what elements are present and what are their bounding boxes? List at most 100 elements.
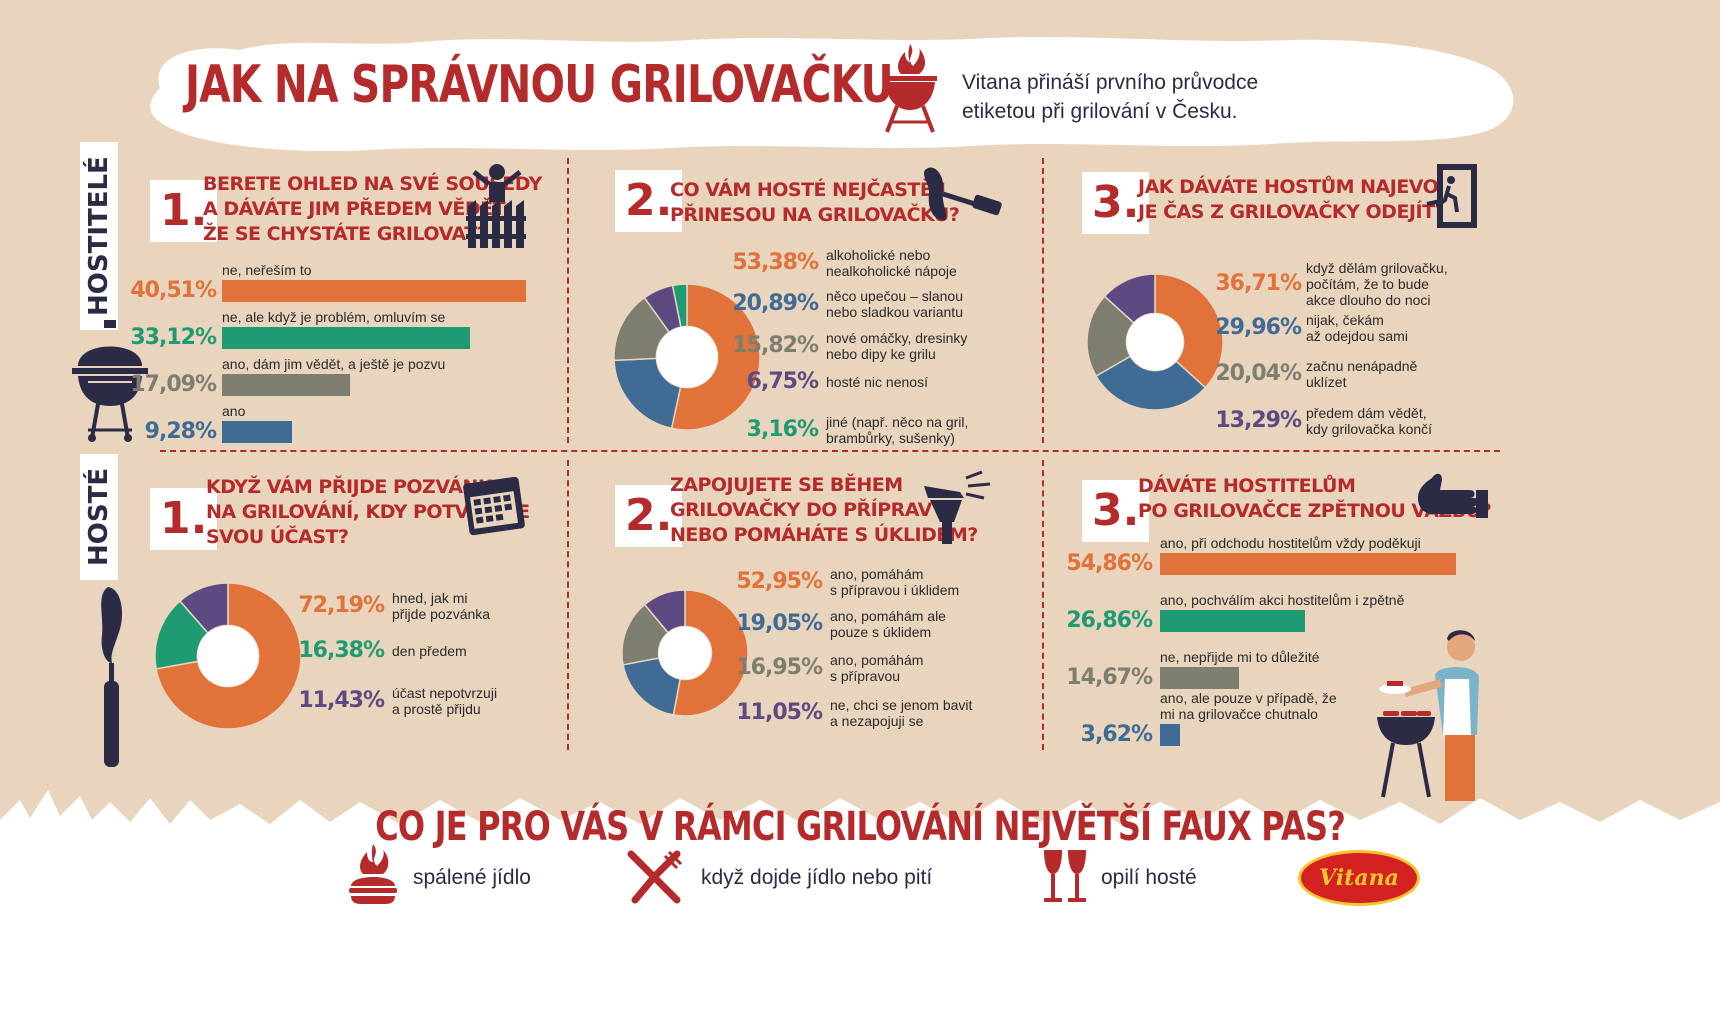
pie-category-line: ne, chci se jenom bavit bbox=[830, 697, 973, 713]
bar bbox=[1160, 667, 1240, 689]
bar-value-label: 40,51% bbox=[130, 278, 217, 303]
pie-category-line: ano, pomáhám ale bbox=[830, 608, 946, 624]
pie-category-line: hosté nic nenosí bbox=[826, 374, 928, 390]
bar-value-label: 9,28% bbox=[144, 419, 217, 444]
vitana-logo: Vitana bbox=[1298, 850, 1420, 906]
donut-hole bbox=[656, 326, 718, 388]
pie-category-line: nebo sladkou variantu bbox=[826, 304, 963, 320]
pie-category-line: den předem bbox=[392, 643, 467, 659]
pie-category-label: den předem bbox=[392, 643, 467, 659]
bar-category-line: ano, pochválím akci hostitelům i zpětně bbox=[1160, 592, 1405, 608]
bar bbox=[222, 421, 292, 443]
chart-h2 bbox=[613, 283, 761, 431]
pie-category-label: účast nepotvrzuji a prostě přijdu bbox=[392, 685, 497, 717]
pie-value-label: 3,16% bbox=[746, 417, 819, 442]
man-grilling-icon bbox=[1377, 630, 1479, 801]
pie-category-line: až odejdou sami bbox=[1306, 328, 1408, 344]
pie-category-line: nebo dipy ke grilu bbox=[826, 346, 936, 362]
pie-category-line: nijak, čekám bbox=[1306, 312, 1384, 328]
pie-category-label: alkoholické nebo nealkoholické nápoje bbox=[826, 247, 957, 279]
pie-category-line: počítám, že to bude bbox=[1306, 276, 1429, 292]
chart-g2 bbox=[621, 589, 749, 717]
pie-category-label: ano, pomáhám ale pouze s úklidem bbox=[830, 608, 946, 640]
question-text: CO VÁM HOSTÉ NEJČASTĚJI PŘINESOU NA GRIL… bbox=[670, 179, 960, 226]
pie-value-label: 15,82% bbox=[732, 333, 819, 358]
bar-category-label: ne, nepřijde mi to důležité bbox=[1160, 649, 1320, 665]
pie-category-line: ano, pomáhám bbox=[830, 566, 924, 582]
pie-category-label: něco upečou – slanou nebo sladkou variant… bbox=[826, 288, 963, 320]
pie-value-label: 72,19% bbox=[298, 593, 385, 618]
answer-burnt-food: spálené jídlo bbox=[413, 866, 531, 889]
bar bbox=[222, 280, 526, 302]
bar-category-label: ano, dám jim vědět, a ještě je pozvu bbox=[222, 356, 445, 372]
exit-door-icon bbox=[1426, 164, 1477, 228]
bar-category-line: ne, nepřijde mi to důležité bbox=[1160, 649, 1320, 665]
pie-category-line: přijde pozvánka bbox=[392, 606, 491, 622]
question-text: KDYŽ VÁM PŘIJDE POZVÁNKA NA GRILOVÁNÍ, K… bbox=[206, 476, 530, 548]
pie-category-line: pouze s úklidem bbox=[830, 624, 932, 640]
pie-category-label: nijak, čekám až odejdou sami bbox=[1306, 312, 1408, 344]
pie-category-line: kdy grilovačka končí bbox=[1306, 421, 1433, 437]
burger-fire-icon bbox=[349, 844, 397, 904]
question-text: BERETE OHLED NA SVÉ SOUSEDY A DÁVÁTE JIM… bbox=[203, 173, 542, 245]
pie-category-line: akce dlouho do noci bbox=[1306, 292, 1431, 308]
bar-category-label: ano, pochválím akci hostitelům i zpětně bbox=[1160, 592, 1404, 608]
question-number: 1. bbox=[150, 180, 218, 242]
pie-value-label: 52,95% bbox=[736, 569, 823, 594]
footer-background bbox=[0, 790, 1720, 1010]
bar-value-label: 26,86% bbox=[1066, 608, 1153, 633]
fork-knife-icon bbox=[627, 850, 683, 904]
bar-category-line: mi na grilovačce chutnalo bbox=[1160, 706, 1318, 722]
divider bbox=[567, 158, 569, 443]
bar bbox=[222, 374, 351, 396]
chart-g1 bbox=[154, 582, 302, 730]
bar-value-label: 54,86% bbox=[1066, 551, 1153, 576]
footer-question: CO JE PRO VÁS V RÁMCI GRILOVÁNÍ NEJVĚTŠÍ… bbox=[375, 804, 1346, 850]
pie-category-line: brambůrky, sušenky) bbox=[826, 430, 955, 446]
pie-category-line: účast nepotvrzuji bbox=[392, 685, 498, 701]
pie-value-label: 36,71% bbox=[1215, 271, 1302, 296]
brush-icon bbox=[924, 470, 991, 544]
pie-category-line: předem dám vědět, bbox=[1306, 405, 1427, 421]
bar-category-line: ano, dám jim vědět, a ještě je pozvu bbox=[222, 356, 446, 372]
bar-category-label: ano bbox=[222, 403, 245, 419]
pie-value-label: 20,04% bbox=[1215, 361, 1302, 386]
bar-value-label: 17,09% bbox=[130, 372, 217, 397]
sausage-on-fork-icon bbox=[101, 587, 123, 767]
pie-value-label: 16,95% bbox=[736, 655, 823, 680]
pie-category-label: ne, chci se jenom bavit a nezapojuji se bbox=[830, 697, 972, 729]
bar-value-label: 3,62% bbox=[1080, 722, 1153, 747]
pie-category-line: a nezapojuji se bbox=[830, 713, 924, 729]
bar-category-line: ne, neřeším to bbox=[222, 262, 312, 278]
pie-category-line: nealkoholické nápoje bbox=[826, 263, 957, 279]
question-number: 3. bbox=[1082, 480, 1150, 542]
pie-category-label: nové omáčky, dresinky nebo dipy ke grilu bbox=[826, 330, 967, 362]
sausage-fork-icon bbox=[923, 167, 1002, 221]
pie-category-label: začnu nenápadně uklízet bbox=[1306, 358, 1417, 390]
donut-hole bbox=[658, 626, 712, 680]
divider bbox=[160, 450, 1500, 452]
pie-value-label: 11,43% bbox=[298, 688, 385, 713]
pie-category-label: ano, pomáhám s přípravou bbox=[830, 652, 923, 684]
pie-value-label: 13,29% bbox=[1215, 408, 1302, 433]
bar bbox=[222, 327, 471, 349]
pie-category-line: jiné (např. něco na gril, bbox=[826, 414, 969, 430]
answer-drunk-guests: opilí hosté bbox=[1101, 866, 1197, 889]
bar-category-line: ano bbox=[222, 403, 246, 419]
bar-value-label: 33,12% bbox=[130, 325, 217, 350]
pie-category-line: nové omáčky, dresinky bbox=[826, 330, 968, 346]
pie-category-label: hosté nic nenosí bbox=[826, 374, 928, 390]
bar-category-line: ano, ale pouze v případě, že bbox=[1160, 690, 1337, 706]
pie-value-label: 19,05% bbox=[736, 611, 823, 636]
question-number: 3. bbox=[1082, 172, 1150, 234]
pie-category-line: s přípravou bbox=[830, 668, 901, 684]
wine-glasses-icon bbox=[1044, 850, 1086, 902]
question-text: ZAPOJUJETE SE BĚHEM GRILOVAČKY DO PŘÍPRA… bbox=[670, 474, 978, 546]
divider bbox=[1042, 460, 1044, 750]
bar-category-label: ano, ale pouze v případě, že mi na grilov… bbox=[1160, 690, 1337, 722]
bar-value-label: 14,67% bbox=[1066, 665, 1153, 690]
answer-out-of-food: když dojde jídlo nebo pití bbox=[701, 866, 933, 889]
bar-category-label: ano, při odchodu hostitelům vždy poděkuj… bbox=[1160, 535, 1421, 551]
calendar-icon bbox=[463, 476, 525, 536]
bar-category-line: ne, ale když je problém, omluvím se bbox=[222, 309, 446, 325]
